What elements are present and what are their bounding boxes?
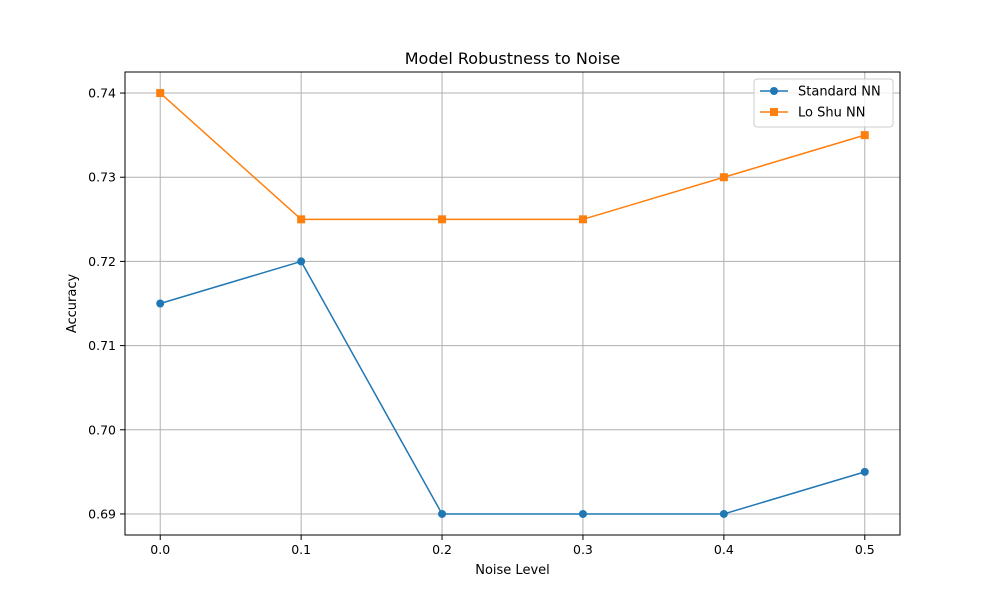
y-tick-label: 0.73 [88,170,116,185]
y-tick-label: 0.71 [88,338,116,353]
legend-label-lo-shu-nn: Lo Shu NN [798,106,865,121]
y-axis-label: Accuracy [65,274,80,334]
series-line-lo-shu-nn [159,92,865,221]
data-point-standard-nn [156,299,165,308]
data-point-lo-shu-nn [297,215,306,224]
legend: Standard NN Lo Shu NN [753,78,894,128]
legend-box [753,78,894,128]
y-tick-label: 0.69 [88,506,116,521]
legend-marker-lo-shu-nn [770,108,778,116]
data-point-lo-shu-nn [156,89,165,98]
grid-lines [125,72,900,535]
data-point-standard-nn [860,467,869,476]
y-tick-label: 0.70 [88,422,116,437]
x-tick-label: 0.4 [714,542,734,557]
axis-ticks: 0.0 0.1 0.2 0.3 0.4 0.5 0.69 0.70 0.71 0.72 0.73 0.… [88,86,875,557]
data-point-lo-shu-nn [860,131,869,140]
data-point-standard-nn [719,509,728,518]
data-point-lo-shu-nn [438,215,447,224]
legend-label-standard-nn: Standard NN [798,85,881,100]
series-line-standard-nn [160,260,865,515]
x-tick-label: 0.1 [291,542,311,557]
data-point-standard-nn [438,509,447,518]
data-point-lo-shu-nn [578,215,587,224]
y-tick-label: 0.74 [88,86,116,101]
x-tick-label: 0.5 [855,542,875,557]
x-tick-label: 0.2 [432,542,452,557]
data-point-lo-shu-nn [719,173,728,182]
x-tick-label: 0.3 [573,542,593,557]
data-point-standard-nn [578,509,587,518]
x-tick-label: 0.0 [150,542,170,557]
data-point-standard-nn [297,257,306,266]
series-layer [156,89,869,518]
plot-frame [124,71,901,536]
legend-marker-standard-nn [770,87,778,95]
chart-title: Model Robustness to Noise [405,49,621,68]
y-tick-label: 0.72 [88,254,116,269]
x-axis-label: Noise Level [475,563,550,578]
